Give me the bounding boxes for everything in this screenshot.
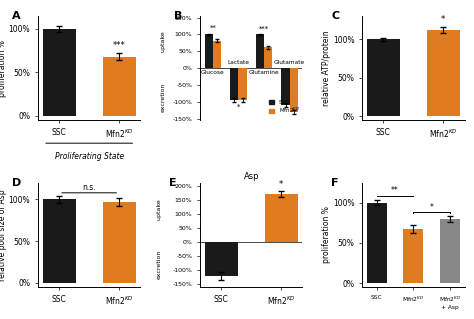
- Text: excretion: excretion: [161, 83, 166, 112]
- Bar: [205, 242, 237, 276]
- Text: *: *: [279, 180, 283, 189]
- Bar: [43, 199, 76, 283]
- Text: **: **: [210, 25, 216, 31]
- Text: **: **: [391, 186, 399, 195]
- Y-axis label: relative ATP/protein: relative ATP/protein: [322, 30, 331, 106]
- Text: ***: ***: [259, 26, 269, 32]
- Bar: [427, 30, 460, 116]
- Text: E: E: [169, 178, 177, 188]
- Bar: [256, 34, 264, 68]
- Bar: [440, 219, 460, 283]
- Y-axis label: proliferation %: proliferation %: [0, 40, 7, 97]
- Bar: [103, 202, 136, 283]
- Bar: [238, 68, 246, 100]
- Legend: SSC, Mfn2$^{KD}$: SSC, Mfn2$^{KD}$: [266, 98, 302, 117]
- Bar: [103, 57, 136, 116]
- Text: ***: ***: [113, 41, 126, 50]
- Bar: [43, 29, 76, 116]
- Text: Lactate: Lactate: [228, 60, 249, 65]
- Bar: [366, 39, 400, 116]
- Text: C: C: [331, 11, 339, 21]
- Text: F: F: [331, 178, 339, 188]
- Text: Glutamine: Glutamine: [249, 70, 279, 75]
- Text: n.s.: n.s.: [82, 183, 96, 192]
- Text: *: *: [441, 15, 446, 25]
- Bar: [230, 68, 238, 100]
- Text: Proliferating State: Proliferating State: [55, 152, 124, 160]
- Text: *: *: [429, 203, 433, 212]
- Bar: [205, 34, 213, 68]
- Y-axis label: relative pool size of Asp: relative pool size of Asp: [0, 189, 7, 281]
- Text: Glutamate: Glutamate: [274, 60, 305, 65]
- Bar: [264, 47, 272, 68]
- Bar: [282, 68, 290, 105]
- Bar: [213, 41, 221, 68]
- Text: excretion: excretion: [157, 249, 162, 279]
- Bar: [403, 228, 423, 283]
- Text: D: D: [12, 178, 21, 188]
- Text: Asp: Asp: [244, 172, 259, 181]
- Text: uptake: uptake: [161, 30, 166, 52]
- Bar: [265, 194, 298, 242]
- Bar: [366, 203, 387, 283]
- Text: Glucose: Glucose: [201, 70, 225, 75]
- Bar: [290, 68, 298, 112]
- Text: B: B: [174, 11, 182, 21]
- Text: uptake: uptake: [157, 198, 162, 220]
- Text: A: A: [12, 11, 21, 21]
- Text: *: *: [237, 103, 240, 109]
- Y-axis label: proliferation %: proliferation %: [322, 206, 331, 263]
